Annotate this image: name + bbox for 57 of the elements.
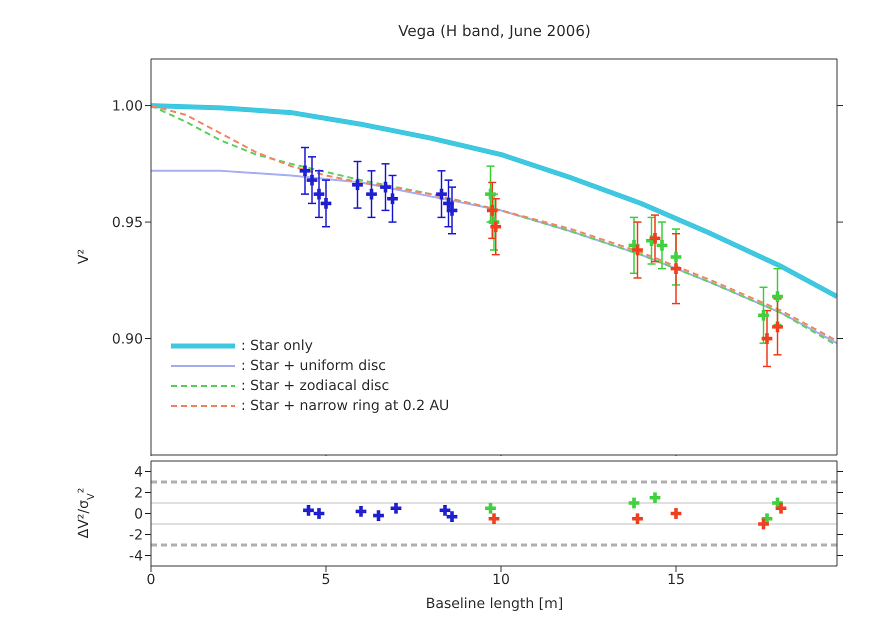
y-tick-label: 2 — [134, 485, 143, 502]
point — [670, 252, 682, 262]
point — [314, 188, 324, 200]
point — [300, 165, 310, 176]
point — [485, 188, 496, 200]
point — [486, 205, 498, 216]
point — [443, 198, 454, 209]
legend-label: : Star only — [241, 338, 313, 354]
point — [762, 333, 772, 344]
point — [373, 510, 384, 521]
point — [758, 310, 769, 321]
point — [650, 233, 660, 244]
y-tick-label: 0.90 — [112, 332, 143, 348]
point — [436, 188, 447, 200]
point — [772, 322, 783, 332]
x-axis-title: Baseline length [m] — [424, 596, 564, 612]
y-tick-label: 1.00 — [112, 98, 143, 115]
point — [380, 182, 391, 192]
point — [488, 513, 500, 524]
point — [356, 506, 366, 517]
y-axis-title: V² — [76, 248, 92, 264]
x-tick-label: 15 — [667, 572, 685, 588]
point — [776, 502, 786, 514]
point — [758, 518, 769, 530]
legend-label: : Star + zodiacal disc — [241, 378, 390, 394]
point — [446, 205, 458, 216]
y-tick-label: 0.95 — [112, 215, 143, 232]
x-tick-label: 10 — [492, 572, 510, 588]
y-tick-label: 4 — [134, 464, 144, 480]
point — [650, 492, 660, 504]
point — [656, 240, 668, 251]
legend-label: : Star + uniform disc — [241, 358, 386, 374]
chart-title: Vega (H band, June 2006) — [397, 22, 592, 40]
point — [306, 174, 318, 186]
point — [387, 193, 398, 204]
y-tick-label: -4 — [129, 548, 144, 564]
point — [490, 221, 502, 232]
y-tick-label: 0 — [134, 506, 143, 522]
point — [352, 179, 363, 190]
x-tick-label: 5 — [322, 572, 330, 588]
point — [632, 244, 643, 256]
point — [303, 504, 314, 516]
point — [670, 508, 682, 519]
y-tick-label: -2 — [129, 527, 143, 544]
point — [772, 291, 783, 302]
point — [320, 198, 332, 209]
point — [446, 511, 458, 522]
point — [314, 508, 324, 519]
point — [440, 504, 450, 516]
point — [628, 498, 640, 508]
point — [485, 502, 496, 514]
x-tick-label: 0 — [146, 572, 156, 588]
legend-label: : Star + narrow ring at 0.2 AU — [241, 398, 450, 414]
point — [632, 513, 643, 524]
point — [670, 263, 682, 274]
point — [390, 502, 402, 514]
point — [366, 188, 377, 200]
